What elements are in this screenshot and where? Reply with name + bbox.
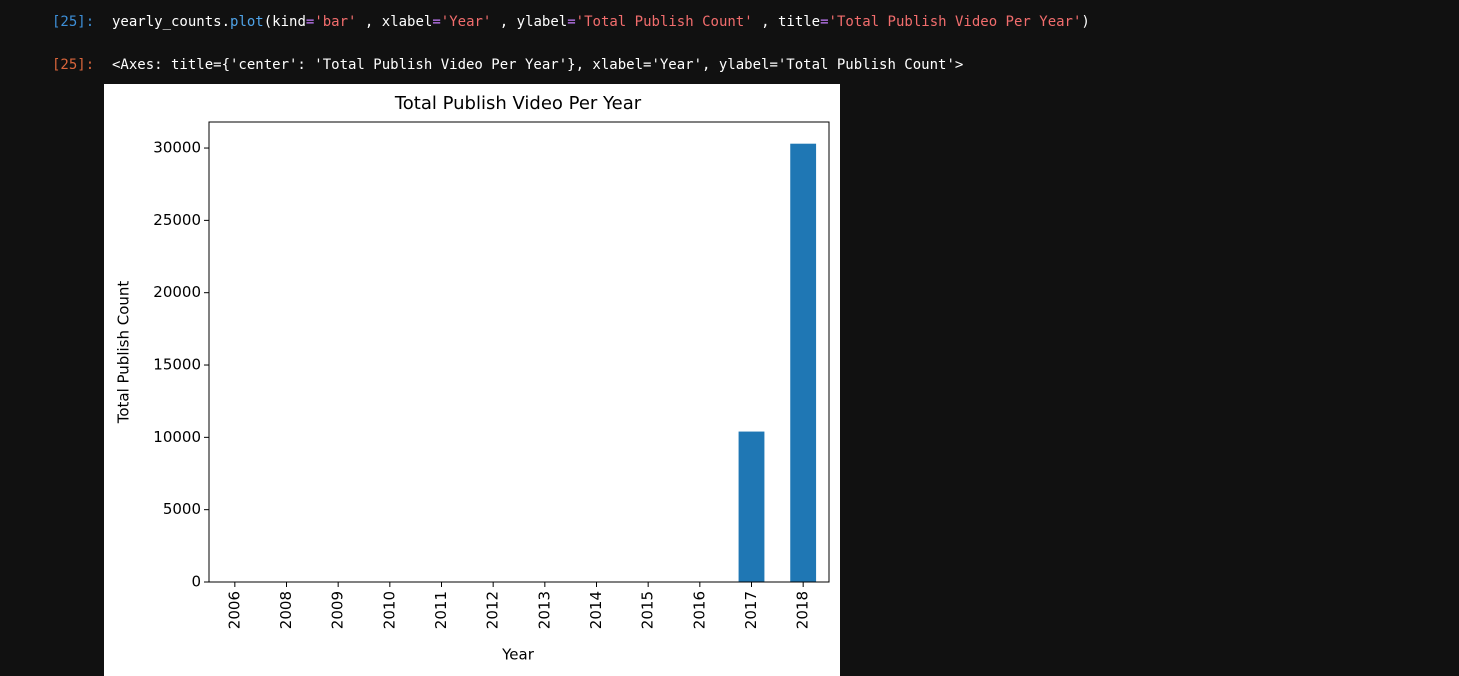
input-prompt: [25]: [52, 14, 95, 30]
chart: Total Publish Video Per Year Year Total … [104, 84, 840, 676]
y-tick-label: 0 [191, 573, 201, 591]
x-tick-label: 2011 [432, 591, 450, 629]
y-tick-label: 5000 [163, 500, 201, 518]
code-token: 'Total Publish Video Per Year' [828, 14, 1082, 30]
code-token: , xlabel [356, 14, 433, 30]
code-token: ) [1081, 14, 1090, 30]
code-token: , ylabel [491, 14, 568, 30]
y-axis-label: Total Publish Count [115, 281, 133, 425]
y-tick-label: 20000 [153, 283, 201, 301]
bar [738, 431, 765, 582]
code-token: , title [752, 14, 821, 30]
output-prompt: [25]: [52, 57, 95, 73]
x-axis-label: Year [501, 646, 535, 664]
y-tick-label: 30000 [153, 139, 201, 157]
bar [790, 143, 817, 582]
x-tick-label: 2015 [639, 591, 657, 629]
code-token: 'Year' [440, 14, 492, 30]
chart-title: Total Publish Video Per Year [394, 93, 642, 114]
x-tick-label: 2013 [535, 591, 553, 629]
code-token: 'bar' [314, 14, 357, 30]
code-token: (kind [263, 14, 306, 30]
x-tick-label: 2018 [794, 591, 812, 629]
code-token: = [305, 14, 315, 30]
x-tick-label: 2006 [225, 591, 243, 629]
axes-frame [208, 121, 830, 583]
code-token: 'Total Publish Count' [575, 14, 753, 30]
x-tick-label: 2017 [742, 591, 760, 629]
code-token: = [432, 14, 441, 30]
x-tick-label: 2009 [329, 591, 347, 629]
code-token: plot [230, 14, 264, 30]
y-tick-label: 10000 [153, 428, 201, 446]
x-tick-label: 2014 [587, 591, 605, 629]
x-tick-label: 2010 [380, 591, 398, 629]
y-tick-label: 15000 [153, 356, 201, 374]
x-tick-label: 2012 [484, 591, 502, 629]
x-tick-label: 2016 [690, 591, 708, 629]
y-tick-label: 25000 [153, 211, 201, 229]
output-text: <Axes: title={'center': 'Total Publish V… [112, 57, 964, 73]
code-cell[interactable]: yearly_counts.plot(kind='bar' , xlabel='… [112, 14, 1090, 30]
code-token: = [820, 14, 829, 30]
x-tick-label: 2008 [277, 591, 295, 629]
code-token: = [567, 14, 576, 30]
code-token: yearly_counts. [112, 14, 231, 30]
